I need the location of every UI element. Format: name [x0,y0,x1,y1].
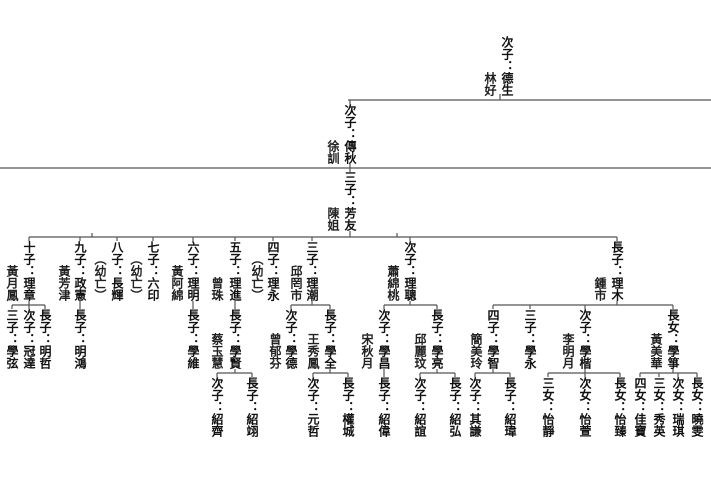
person: 七子：六印 [146,241,160,301]
person: 次女：怡萱 [578,377,592,437]
person: 十子：理章 [22,241,36,301]
person: 六子：理明 [186,241,200,301]
person: 四子：理永 [266,241,280,301]
person-chuanqiu: 次子：傳秋 [343,104,357,164]
spouse-name: 曾珠 [210,277,224,301]
person: 次子：元哲 [306,377,320,437]
person: 長子：明鴻 [73,309,87,369]
person: 三女：秀英 [652,377,666,437]
spouse-name: 邱罔市 [289,265,303,301]
person: 長女：怡臻 [613,377,627,437]
person: 長子：學全 [323,309,337,369]
person: 次子：理聰 [403,241,417,301]
person: 四女：佳寶 [633,377,647,437]
spouse-name: 簡美玲 [469,333,483,369]
person: 三子：理潮 [305,241,319,301]
spouse-name: 鍾市 [593,277,607,301]
person: 次女：瑞琪 [671,377,685,437]
person: 次子：學德 [284,309,298,369]
spouse-name: 李明月 [561,333,575,369]
person: 三女：怡靜 [541,377,555,437]
person: 五子：理進 [228,241,242,301]
spouse-name: 王秀鳳 [306,333,320,369]
person: 長子：紹弘 [448,377,462,437]
person: 次子：紹誼 [413,377,427,437]
person: 次子：學昌 [377,309,391,369]
person: 長子：權城 [341,377,355,437]
person: 長子：理木 [610,241,624,301]
person-desheng: 次子：德生 [500,36,514,96]
person: 長子：學賢 [228,309,242,369]
spouse-name: 曾郁芬 [268,333,282,369]
person: 長女：曉雯 [690,377,704,437]
spouse-name: 黃月鳳 [5,265,19,301]
spouse-name: 陳姐 [326,207,340,231]
spouse-name: 徐訓 [326,140,340,164]
spouse-name: 林好 [483,72,497,96]
spouse-name: 邱麗玟 [413,333,427,369]
spouse-name: 蔡玉慧 [210,333,224,369]
spouse-name: 宋秋月 [360,333,374,369]
person-fangyou: 三子：芳友 [343,171,357,231]
person: 長子：學亮 [430,309,444,369]
person: 九子：政憲 [73,241,87,301]
person: 次子：其謙 [468,377,482,437]
died-young-note: （幼亡） [129,253,143,301]
died-young-note: （幼亡） [250,253,264,301]
person: 三子：學永 [523,309,537,369]
person: 次子：學楷 [578,309,592,369]
person: 長女：學箏 [666,309,680,369]
person: 長子：紹偉 [377,377,391,437]
spouse-name: 黃芳津 [57,265,71,301]
person: 三子：學弦 [5,309,19,369]
person: 長子：紹翊 [245,377,259,437]
person: 長子：紹瑋 [503,377,517,437]
person: 四子：學智 [486,309,500,369]
person: 次子：紹齊 [210,377,224,437]
died-young-note: （幼亡） [93,253,107,301]
spouse-name: 蕭綿桃 [386,265,400,301]
person: 長子：學維 [186,309,200,369]
person: 八子：長輝 [110,241,124,301]
person: 長子：明哲 [38,309,52,369]
spouse-name: 黃美華 [649,333,663,369]
spouse-name: 黃阿綿 [170,265,184,301]
person: 次子：冠達 [22,309,36,369]
